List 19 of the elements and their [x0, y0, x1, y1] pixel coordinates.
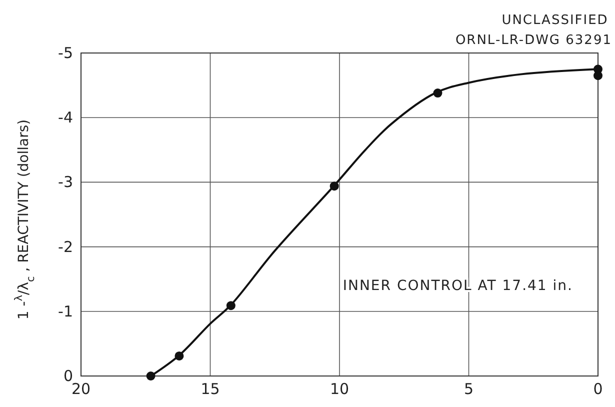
- x-tick-label: 5: [464, 380, 474, 398]
- x-tick-label: 10: [330, 380, 350, 398]
- point: [594, 71, 602, 80]
- point: [226, 301, 236, 310]
- point: [433, 88, 442, 98]
- y-tick-label: -5: [58, 44, 73, 62]
- y-tick-label: -4: [58, 108, 73, 127]
- point: [330, 182, 339, 191]
- text: ORNL-LR-DWG 63291: [455, 33, 612, 48]
- point: [174, 351, 184, 360]
- point: [146, 372, 156, 380]
- y-tick-label: -1: [58, 302, 73, 320]
- text: UNCLASSIFIED: [502, 13, 608, 28]
- x-tick-label: 20: [71, 380, 91, 398]
- x-tick-label: 15: [200, 380, 220, 398]
- y-tick-label: -2: [58, 238, 73, 256]
- y-tick-label: -3: [58, 173, 73, 192]
- x-tick-label: 0: [593, 380, 603, 398]
- y-tick-label: 0: [63, 367, 73, 385]
